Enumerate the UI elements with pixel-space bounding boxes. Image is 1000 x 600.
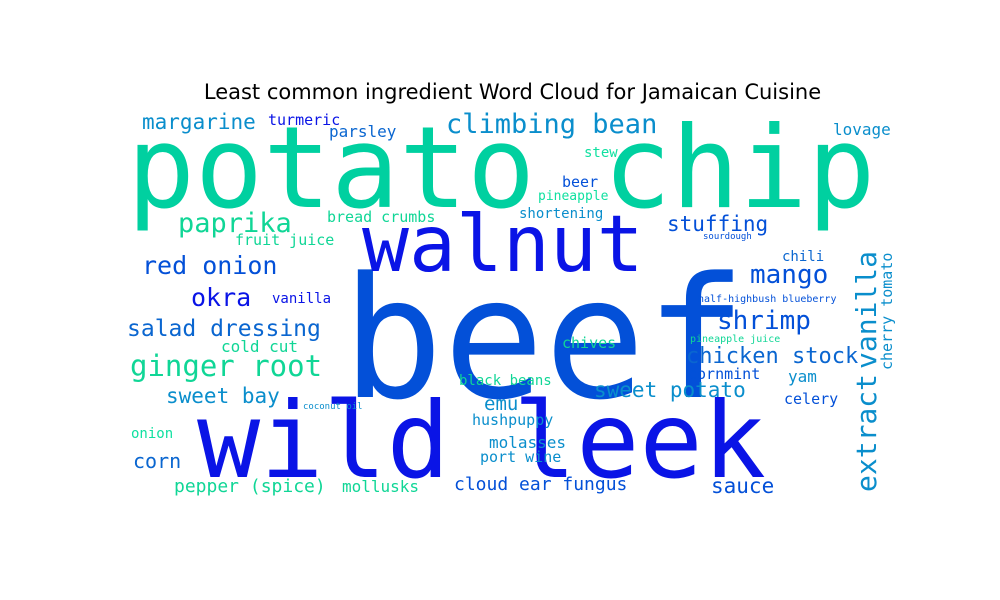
word-wild-leek: wild leek [197, 380, 766, 502]
word-fruit-juice: fruit juice [235, 231, 334, 249]
word-coconut-oil: coconut oil [303, 402, 363, 412]
word-sweet-potato: sweet potato [594, 378, 746, 402]
word-sourdough: sourdough [703, 232, 752, 242]
word-black-beans: black beans [459, 373, 552, 389]
word-mollusks: mollusks [342, 477, 419, 496]
word-emu: emu [484, 393, 518, 415]
word-bread-crumbs: bread crumbs [327, 208, 435, 226]
word-pineapple: pineapple [538, 189, 609, 204]
word-chili: chili [782, 249, 824, 265]
word-pepper-spice: pepper (spice) [174, 476, 326, 497]
word-celery: celery [784, 390, 838, 408]
chart-title: Least common ingredient Word Cloud for J… [203, 80, 822, 104]
word-sauce: sauce [711, 474, 774, 498]
word-port-wine: port wine [480, 448, 561, 466]
word-corn: corn [133, 449, 181, 473]
word-cold-cut: cold cut [221, 337, 298, 356]
word-beef: beef [342, 241, 747, 437]
word-pineapple-juice: pineapple juice [690, 334, 780, 345]
word-paprika: paprika [178, 208, 292, 239]
word-chives: chives [562, 334, 616, 352]
word-salad-dressing: salad dressing [127, 316, 321, 342]
word-chicken-stock: chicken stock [686, 344, 858, 369]
word-walnut: walnut [362, 200, 644, 290]
word-cherry-tomato: cherry tomato [878, 253, 896, 370]
word-margarine: margarine [142, 110, 256, 134]
word-red-onion: red onion [142, 251, 277, 280]
word-okra: okra [191, 283, 251, 312]
word-molasses: molasses [489, 433, 566, 452]
word-sweet-bay: sweet bay [166, 384, 280, 408]
word-shrimp: shrimp [717, 306, 811, 336]
word-lovage: lovage [833, 120, 891, 139]
word-stew: stew [584, 145, 618, 161]
word-mango: mango [750, 260, 828, 290]
word-hushpuppy: hushpuppy [472, 411, 553, 429]
word-potato-chip: potato chip [127, 102, 875, 234]
word-cloud-ear-fungus: cloud ear fungus [454, 474, 627, 495]
word-onion: onion [131, 426, 173, 442]
word-turmeric: turmeric [268, 111, 340, 129]
word-cornmint: cornmint [688, 365, 760, 383]
word-half-highbush-blueberry: half-highbush blueberry [698, 294, 836, 305]
word-parsley: parsley [329, 122, 397, 141]
word-vanilla: vanilla [850, 251, 883, 369]
word-climbing-bean: climbing bean [446, 109, 657, 140]
word-ginger-root: ginger root [130, 349, 322, 383]
word-vanilla: vanilla [272, 291, 331, 307]
word-beer: beer [562, 173, 598, 191]
word-extract: extract [850, 374, 883, 492]
word-shortening: shortening [519, 206, 603, 222]
word-stuffing: stuffing [667, 212, 768, 236]
word-yam: yam [788, 367, 817, 386]
